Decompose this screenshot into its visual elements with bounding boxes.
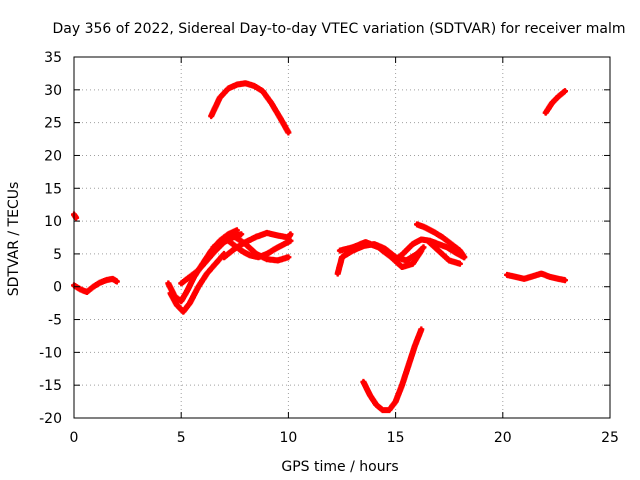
plot-frame — [73, 56, 611, 419]
y-tick-label: -5 — [48, 313, 62, 329]
series-track-m — [414, 221, 468, 261]
series-marks — [504, 270, 568, 284]
series-marks — [167, 250, 228, 315]
ticks: 0 5 10 15 20 25 -20 -15 -10 -5 0 5 10 15 20 25 30 35 — [39, 50, 619, 446]
y-tick-label: 15 — [44, 181, 62, 197]
series-marks — [414, 221, 468, 261]
series-marks — [542, 88, 568, 116]
x-tick-label: 0 — [70, 430, 79, 446]
y-tick-label: 25 — [44, 116, 62, 132]
y-tick-label: -20 — [39, 411, 62, 427]
y-tick-label: -15 — [39, 378, 62, 394]
x-axis-title: GPS time / hours — [281, 459, 398, 475]
y-tick-label: 20 — [44, 148, 62, 164]
y-tick-label: 0 — [53, 280, 62, 296]
series-track-p — [504, 270, 568, 284]
x-tick-label: 20 — [494, 430, 512, 446]
y-tick-label: -10 — [39, 345, 62, 361]
x-tick-label: 5 — [177, 430, 186, 446]
series-marks — [336, 239, 425, 270]
y-tick-label: 35 — [44, 50, 62, 66]
y-tick-label: 5 — [53, 247, 62, 263]
x-tick-label: 25 — [601, 430, 619, 446]
series-track-k — [336, 239, 425, 270]
x-tick-label: 10 — [279, 430, 297, 446]
y-tick-label: 30 — [44, 83, 62, 99]
series-marks — [208, 80, 292, 136]
series-track-e — [167, 250, 228, 315]
y-axis-title: SDTVAR / TECUs — [6, 182, 22, 297]
chart-title: Day 356 of 2022, Sidereal Day-to-day VTE… — [53, 21, 626, 37]
data-points — [71, 80, 568, 414]
series-marks — [424, 237, 463, 267]
series-track-o — [360, 326, 425, 414]
y-tick-label: 10 — [44, 214, 62, 230]
series-track-q — [542, 88, 568, 116]
series-marks — [210, 233, 292, 264]
series-track-n — [424, 237, 463, 267]
series-track-i — [210, 233, 292, 264]
series-track-c — [208, 80, 292, 136]
x-tick-label: 15 — [387, 430, 405, 446]
series-marks — [360, 326, 425, 414]
